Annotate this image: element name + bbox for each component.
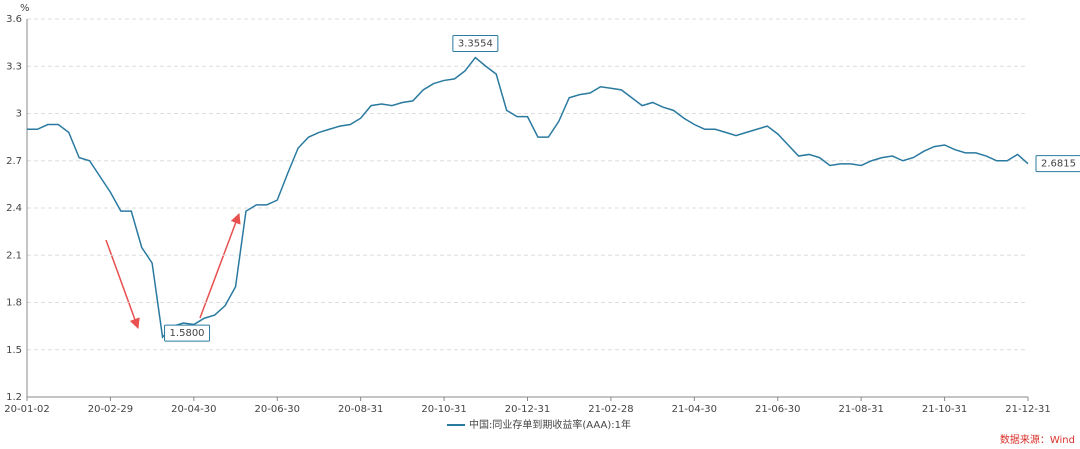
data-label: 3.3554	[458, 39, 493, 50]
x-tick-label: 21-10-31	[922, 404, 967, 415]
data-label-group: 2.6815	[1035, 155, 1080, 173]
y-tick-label: 3.6	[6, 14, 22, 25]
legend: 中国:同业存单到期收益率(AAA):1年	[447, 418, 631, 431]
x-tick-label: 21-04-30	[672, 404, 717, 415]
y-axis-unit: %	[20, 3, 30, 14]
data-label-group: 3.3554	[452, 35, 499, 53]
y-tick-label: 1.5	[6, 345, 22, 356]
x-tick-label: 21-12-31	[1005, 404, 1050, 415]
y-tick-label: 2.4	[6, 203, 22, 214]
data-label-group: 1.5800	[164, 324, 211, 342]
data-label-box	[164, 324, 211, 342]
arrow	[105, 239, 140, 329]
x-tick-label: 21-06-30	[755, 404, 800, 415]
source: 数据来源：Wind	[1000, 433, 1075, 446]
x-tick-label: 20-10-31	[421, 404, 466, 415]
arrow	[199, 213, 241, 319]
data-label: 2.6815	[1041, 159, 1076, 170]
y-tick-label: 2.7	[6, 156, 22, 167]
data-label-box	[1035, 155, 1080, 173]
x-tick-label: 20-12-31	[505, 404, 550, 415]
y-tick-label: 3	[16, 109, 22, 120]
x-tick-label: 20-02-29	[88, 404, 133, 415]
x-tick-label: 20-06-30	[255, 404, 300, 415]
x-tick-label: 21-02-28	[588, 404, 633, 415]
legend-label: 中国:同业存单到期收益率(AAA):1年	[469, 418, 631, 431]
y-tick-label: 2.1	[6, 250, 22, 261]
data-label: 1.5800	[170, 328, 205, 339]
data-line	[27, 56, 1029, 339]
x-tick-label: 20-08-31	[338, 404, 383, 415]
y-tick-label: 1.8	[6, 298, 22, 309]
x-tick-label: 20-04-30	[171, 404, 216, 415]
x-tick-label: 20-01-02	[4, 404, 49, 415]
y-tick-label: 3.3	[6, 61, 22, 72]
x-tick-label: 21-08-31	[838, 404, 883, 415]
y-tick-label: 1.2	[6, 392, 22, 403]
data-label-box	[452, 35, 499, 53]
